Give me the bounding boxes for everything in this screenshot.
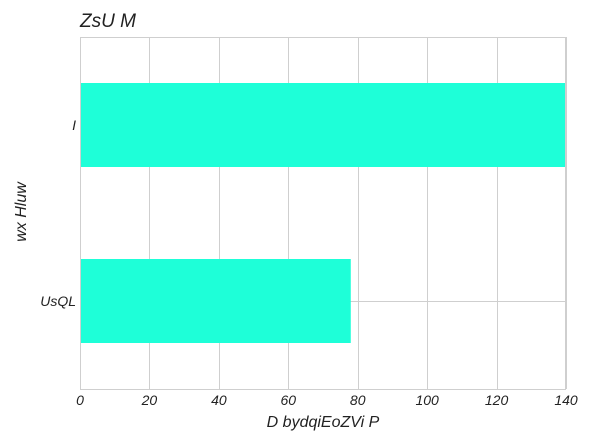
- category-labels: I UsQL: [40, 117, 76, 309]
- plot-frame: [80, 37, 566, 390]
- bars: [80, 83, 566, 343]
- chart-title: ZsU M: [79, 11, 136, 32]
- x-tick-labels: 0 20 40 60 80 100 120 140: [76, 392, 578, 408]
- x-tick-label: 60: [280, 392, 296, 408]
- category-label: UsQL: [40, 293, 76, 309]
- x-tick-label: 20: [141, 392, 158, 408]
- bar: [80, 259, 351, 343]
- bar: [80, 83, 566, 167]
- x-tick-label: 140: [554, 392, 578, 408]
- x-tick-label: 100: [415, 392, 439, 408]
- x-tick-label: 80: [350, 392, 366, 408]
- y-axis-label: wx Hluw: [13, 181, 30, 242]
- x-tick-label: 40: [211, 392, 227, 408]
- category-label: I: [72, 117, 76, 133]
- x-tick-label: 120: [485, 392, 509, 408]
- x-tick-label: 0: [76, 392, 84, 408]
- x-axis-label: D bydqiEoZVi P: [267, 414, 380, 431]
